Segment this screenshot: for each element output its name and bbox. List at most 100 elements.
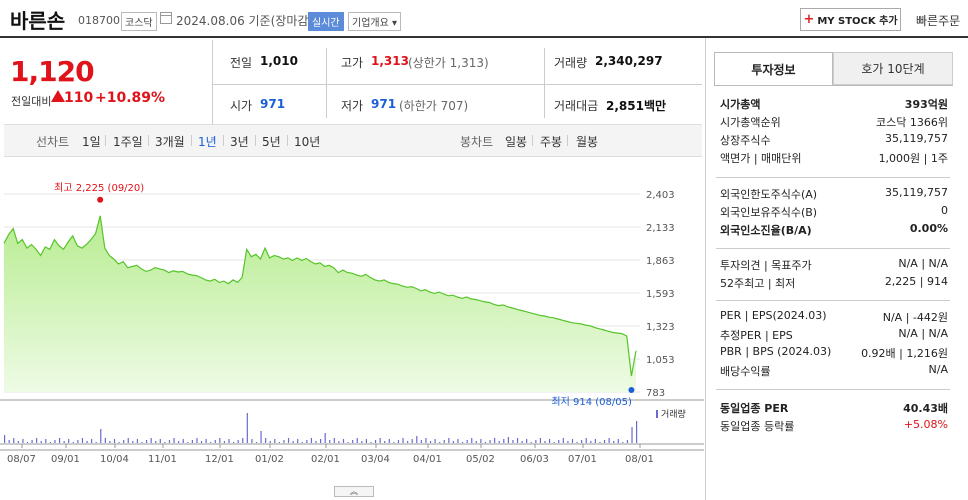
volume-bar: [260, 431, 262, 443]
volume-bar: [576, 442, 578, 443]
x-tick-label: 06/03: [520, 454, 549, 465]
volume-bar: [498, 441, 500, 443]
prev-close-label: 전일: [230, 56, 253, 70]
stock-name: 바른손: [10, 9, 66, 33]
volume-bar: [516, 438, 519, 443]
volume-bar: [338, 441, 340, 443]
info-value: 35,119,757: [885, 132, 948, 145]
market-badge: 코스닥: [121, 12, 157, 31]
tab-hoga-10[interactable]: 호가 10단계: [833, 52, 953, 85]
candle-tab-daily[interactable]: 일봉: [505, 135, 528, 149]
tab-separator: [287, 135, 288, 146]
candle-tab-weekly[interactable]: 주봉: [540, 135, 563, 149]
volume-bar: [324, 433, 326, 443]
min-label: 최저 914 (08/05): [551, 396, 632, 408]
period-tab-5y[interactable]: 5년: [262, 135, 281, 149]
volume-bar: [210, 442, 212, 443]
high-label: 고가: [341, 56, 364, 70]
volume-bar: [168, 440, 171, 443]
period-tab-1w[interactable]: 1주일: [113, 135, 143, 149]
divider: [212, 40, 213, 124]
min-marker: [628, 386, 635, 393]
volume-bar: [109, 441, 111, 443]
period-tab-1d[interactable]: 1일: [82, 135, 101, 149]
volume-bar: [617, 439, 619, 443]
period-tab-3m[interactable]: 3개월: [155, 135, 185, 149]
volume-bar: [315, 441, 317, 443]
volume-bar: [86, 441, 88, 443]
header-bar: [0, 0, 968, 38]
volume-bar: [118, 442, 120, 443]
volume-bar: [278, 442, 280, 443]
add-mystock-button[interactable]: + MY STOCK 추가: [800, 8, 901, 31]
period-tab-10y[interactable]: 10년: [294, 135, 321, 149]
x-tick-label: 07/01: [568, 454, 597, 465]
collapse-chart-button[interactable]: ︽: [334, 486, 374, 497]
volume-bar: [466, 440, 468, 443]
x-tick-label: 05/02: [466, 454, 495, 465]
volume-bar: [22, 439, 24, 443]
volume-bar: [411, 439, 413, 443]
volume-bar: [159, 439, 161, 443]
period-tab-1y[interactable]: 1년: [198, 135, 217, 149]
change-percent: +10.89%: [95, 90, 166, 106]
change-label: 전일대비: [11, 95, 52, 108]
y-tick-label: 2,133: [646, 223, 675, 234]
tab-separator: [532, 135, 533, 146]
volume-bar: [352, 440, 354, 443]
volume-bar: [448, 438, 450, 443]
volume-bar: [457, 439, 459, 443]
info-label: 투자의견 | 목표주가: [720, 259, 812, 272]
volume-bar: [370, 442, 372, 443]
volume-bar: [521, 441, 523, 443]
volume-bar: [480, 439, 482, 443]
tab-invest-info[interactable]: 투자정보: [714, 52, 833, 85]
volume-bar: [13, 438, 15, 443]
volume-bar: [306, 440, 308, 443]
stock-code: 018700: [78, 14, 120, 27]
y-tick-label: 2,403: [646, 190, 675, 201]
realtime-button[interactable]: 실시간: [308, 12, 344, 31]
quick-order-link[interactable]: 빠른주문: [916, 14, 961, 28]
volume-bar: [136, 439, 139, 443]
volume-bar: [402, 438, 404, 443]
open-label: 시가: [230, 99, 253, 113]
volume-bar: [77, 440, 79, 443]
volume-bar: [95, 442, 97, 443]
info-value: 0.92배 | 1,216원: [861, 347, 948, 360]
volume-bar: [384, 441, 386, 443]
volume-bar: [164, 442, 166, 443]
volume-bar: [26, 442, 29, 443]
info-label: PER | EPS(2024.03): [720, 309, 827, 322]
volume-bar: [265, 438, 267, 443]
section-divider: [716, 248, 950, 249]
info-value: N/A: [928, 363, 948, 376]
x-tick-label: 01/02: [255, 454, 284, 465]
volume-bar: [104, 438, 106, 443]
info-label: 시가총액: [720, 98, 761, 111]
line-chart-label: 선차트: [36, 135, 70, 149]
tab-separator: [148, 135, 149, 146]
volume-bar: [407, 441, 409, 443]
candle-tab-monthly[interactable]: 월봉: [576, 135, 599, 149]
volume-bar: [494, 438, 496, 443]
trade-amount-label: 거래대금: [554, 99, 599, 113]
period-tab-3y[interactable]: 3년: [230, 135, 249, 149]
x-tick-label: 08/01: [625, 454, 654, 465]
y-tick-label: 783: [646, 388, 665, 399]
volume-bar: [526, 439, 528, 443]
volume-bar: [72, 442, 74, 443]
volume-bar: [58, 438, 61, 443]
volume-bar: [622, 442, 624, 443]
volume-bar: [503, 439, 505, 443]
volume-bar: [219, 438, 221, 443]
y-tick-label: 1,863: [646, 256, 675, 267]
info-value: N/A | -442원: [882, 311, 948, 324]
volume-bar: [232, 442, 235, 443]
volume-bar: [425, 438, 427, 443]
volume-bar: [246, 413, 248, 443]
company-overview-dropdown[interactable]: 기업개요 ▾: [348, 12, 402, 31]
volume-bar: [214, 440, 216, 443]
add-mystock-label: MY STOCK 추가: [817, 16, 898, 27]
